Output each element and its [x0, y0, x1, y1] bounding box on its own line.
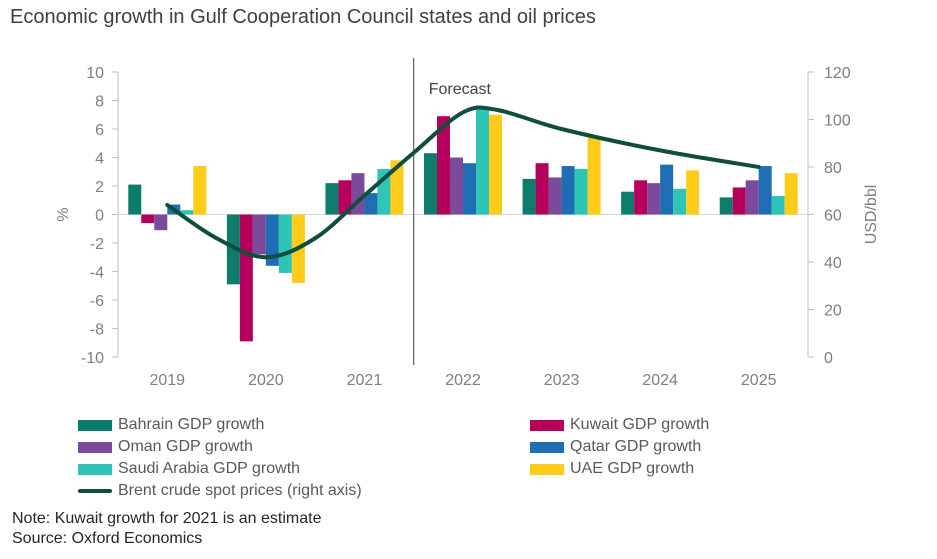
legend-item: Brent crude spot prices (right axis) [78, 481, 362, 501]
footnote-source: Source: Oxford Economics [12, 530, 203, 547]
bar-kuwait-gdp-growth-2025 [732, 187, 746, 215]
x-tick-label: 2022 [445, 372, 481, 389]
x-tick-label: 2025 [741, 372, 777, 389]
bar-uae-gdp-growth-2024 [686, 170, 700, 215]
bar-bahrain-gdp-growth-2024 [621, 191, 635, 215]
bar-saudi-arabia-gdp-growth-2019 [180, 210, 194, 215]
footnote-note: Note: Kuwait growth for 2021 is an estim… [12, 510, 322, 527]
bar-oman-gdp-growth-2023 [548, 177, 562, 215]
legend-item: UAE GDP growth [530, 459, 694, 479]
right-tick-label: 0 [824, 350, 833, 367]
legend-swatch [530, 441, 564, 453]
left-tick-label: 8 [95, 94, 104, 111]
legend-label: Saudi Arabia GDP growth [118, 460, 301, 477]
bar-qatar-gdp-growth-2023 [561, 166, 575, 215]
bar-kuwait-gdp-growth-2021 [338, 180, 352, 215]
left-tick-label: 2 [95, 179, 104, 196]
x-tick-label: 2024 [642, 372, 678, 389]
legend-label: Kuwait GDP growth [570, 416, 710, 433]
left-tick-label: 6 [95, 122, 104, 139]
bar-qatar-gdp-growth-2024 [660, 164, 674, 215]
left-tick-label: 10 [86, 65, 104, 82]
right-tick-label: 80 [824, 160, 842, 177]
legend-label: Oman GDP growth [118, 438, 253, 455]
left-tick-label: 0 [95, 208, 104, 225]
bar-saudi-arabia-gdp-growth-2024 [673, 188, 687, 215]
bar-uae-gdp-growth-2023 [587, 137, 601, 215]
bar-bahrain-gdp-growth-2023 [522, 178, 536, 215]
bar-kuwait-gdp-growth-2019 [141, 214, 155, 224]
left-axis-title: % [55, 207, 72, 221]
left-tick-label: -6 [90, 293, 104, 310]
right-tick-label: 20 [824, 303, 842, 320]
legend-line-swatch [78, 489, 112, 493]
left-tick-label: -4 [90, 265, 104, 282]
bar-qatar-gdp-growth-2021 [364, 193, 378, 215]
bar-kuwait-gdp-growth-2022 [437, 116, 450, 215]
legend-swatch [530, 463, 564, 475]
bar-oman-gdp-growth-2022 [450, 157, 463, 215]
bar-saudi-arabia-gdp-growth-2020 [278, 214, 292, 273]
bar-saudi-arabia-gdp-growth-2025 [771, 195, 785, 215]
left-tick-label: -8 [90, 322, 104, 339]
bar-kuwait-gdp-growth-2024 [634, 180, 648, 215]
right-tick-label: 100 [824, 113, 851, 130]
legend-item: Kuwait GDP growth [530, 415, 709, 435]
legend-label: UAE GDP growth [570, 460, 695, 477]
right-tick-label: 120 [824, 65, 851, 82]
bar-bahrain-gdp-growth-2021 [325, 183, 339, 215]
bar-bahrain-gdp-growth-2019 [128, 184, 142, 215]
bar-qatar-gdp-growth-2020 [265, 214, 279, 266]
legend-item: Saudi Arabia GDP growth [78, 459, 300, 479]
bar-uae-gdp-growth-2025 [784, 173, 798, 215]
bar-uae-gdp-growth-2022 [489, 114, 502, 215]
legend-swatch [78, 441, 112, 453]
legend-item: Bahrain GDP growth [78, 415, 264, 435]
x-tick-label: 2020 [248, 372, 284, 389]
bar-oman-gdp-growth-2020 [252, 214, 266, 255]
right-axis-title: USD/bbl [863, 185, 880, 245]
legend-swatch [78, 419, 112, 431]
legend-label: Brent crude spot prices (right axis) [118, 482, 362, 499]
legend-item: Oman GDP growth [78, 437, 253, 457]
bar-bahrain-gdp-growth-2025 [719, 197, 733, 215]
legend-swatch [530, 419, 564, 431]
bar-qatar-gdp-growth-2025 [758, 166, 772, 215]
right-tick-label: 40 [824, 255, 842, 272]
right-tick-label: 60 [824, 208, 842, 225]
brent-crude-line [165, 105, 761, 260]
bar-kuwait-gdp-growth-2020 [239, 214, 253, 342]
legend-item: Qatar GDP growth [530, 437, 701, 457]
forecast-label: Forecast [429, 81, 492, 98]
bar-bahrain-gdp-growth-2022 [424, 153, 437, 215]
x-tick-label: 2019 [149, 372, 185, 389]
bar-uae-gdp-growth-2021 [390, 160, 404, 215]
left-tick-label: -2 [90, 236, 104, 253]
bar-oman-gdp-growth-2025 [745, 180, 759, 215]
left-tick-label: 4 [95, 151, 104, 168]
x-tick-label: 2021 [347, 372, 383, 389]
left-tick-label: -10 [81, 350, 104, 367]
bar-saudi-arabia-gdp-growth-2022 [476, 109, 489, 215]
bar-oman-gdp-growth-2024 [647, 183, 661, 215]
bar-uae-gdp-growth-2019 [193, 166, 207, 215]
legend-label: Bahrain GDP growth [118, 416, 265, 433]
legend-swatch [78, 463, 112, 475]
bar-qatar-gdp-growth-2022 [463, 163, 476, 215]
bar-oman-gdp-growth-2019 [154, 214, 168, 231]
bar-kuwait-gdp-growth-2023 [535, 163, 549, 215]
legend-label: Qatar GDP growth [570, 438, 702, 455]
x-tick-label: 2023 [544, 372, 580, 389]
chart-title: Economic growth in Gulf Cooperation Coun… [10, 6, 596, 28]
bar-saudi-arabia-gdp-growth-2023 [574, 168, 588, 215]
